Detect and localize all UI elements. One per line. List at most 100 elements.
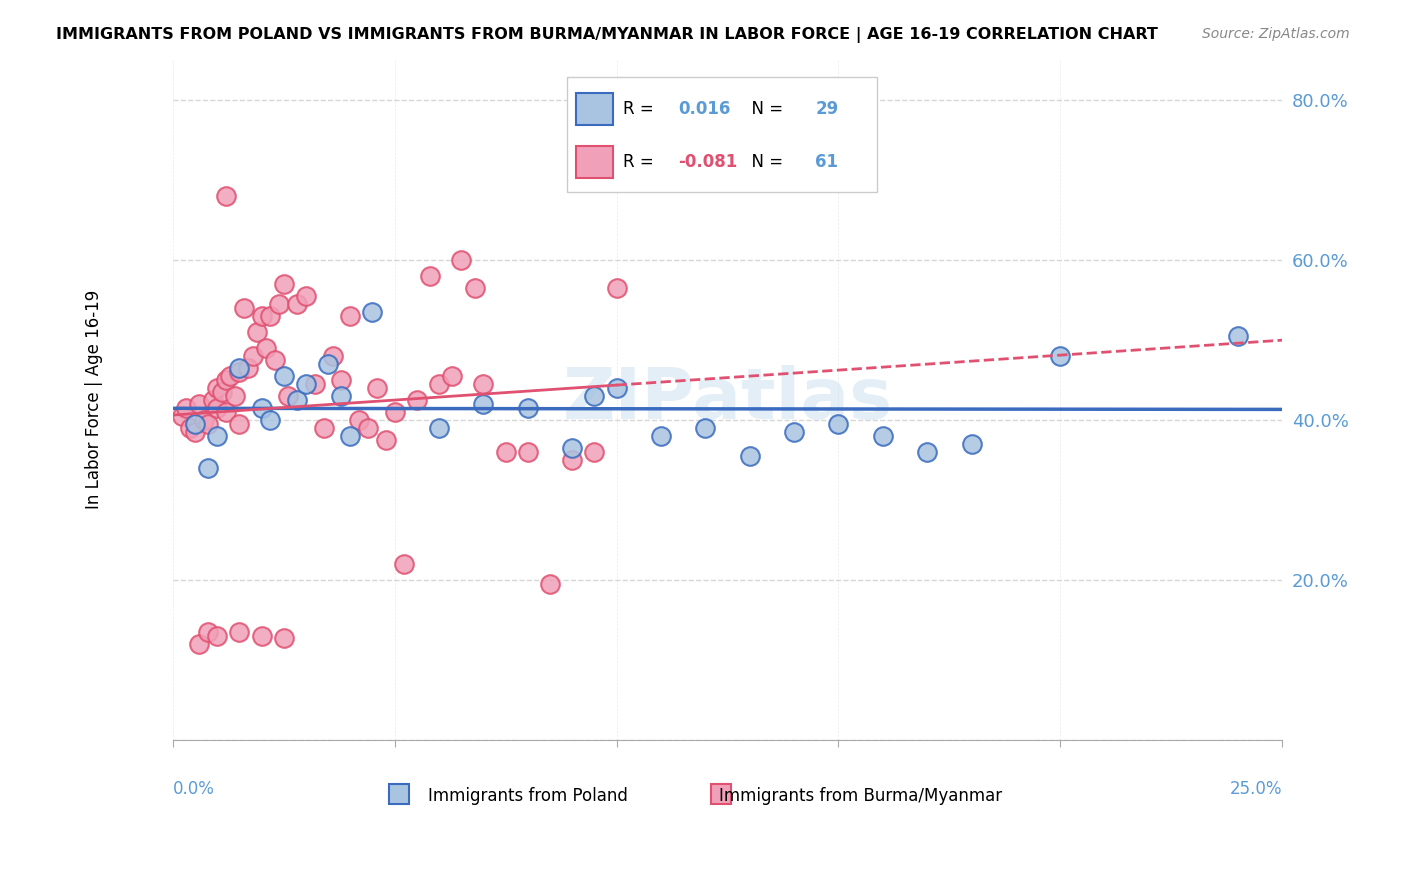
Point <box>695 420 717 434</box>
Text: 25.0%: 25.0% <box>1230 780 1282 798</box>
Point <box>228 417 250 431</box>
Y-axis label: In Labor Force | Age 16-19: In Labor Force | Age 16-19 <box>86 290 103 509</box>
Point <box>561 452 583 467</box>
Point <box>339 428 361 442</box>
Point <box>184 425 207 439</box>
Point <box>228 360 250 375</box>
Point <box>228 365 250 379</box>
Point <box>915 444 938 458</box>
Point <box>170 409 193 423</box>
Point <box>827 417 849 431</box>
Point <box>277 388 299 402</box>
Point <box>312 420 335 434</box>
Point <box>650 428 672 442</box>
Point <box>516 401 538 415</box>
Point <box>538 576 561 591</box>
Point <box>285 392 308 407</box>
FancyBboxPatch shape <box>389 784 409 805</box>
Point <box>427 420 450 434</box>
Point <box>405 392 427 407</box>
Point <box>219 368 242 383</box>
Point <box>273 631 295 645</box>
Point <box>419 268 441 283</box>
Point <box>295 288 318 302</box>
Point <box>246 325 269 339</box>
Point <box>224 388 246 402</box>
Point <box>441 368 464 383</box>
Point <box>495 444 517 458</box>
Point <box>960 436 983 450</box>
Point <box>361 304 384 318</box>
Point <box>339 309 361 323</box>
Point <box>872 428 894 442</box>
Point <box>295 376 318 391</box>
Point <box>606 381 628 395</box>
Point <box>357 420 380 434</box>
Point <box>316 357 339 371</box>
Point <box>304 376 326 391</box>
Point <box>228 624 250 639</box>
Point <box>193 412 215 426</box>
Point <box>259 412 281 426</box>
Point <box>242 349 264 363</box>
Point <box>174 401 197 415</box>
Point <box>366 381 388 395</box>
Point <box>583 444 606 458</box>
Point <box>450 252 472 267</box>
Point <box>184 417 207 431</box>
Point <box>330 373 353 387</box>
Point <box>427 376 450 391</box>
Point <box>273 368 295 383</box>
Point <box>285 296 308 310</box>
Point <box>263 352 285 367</box>
Point <box>273 277 295 291</box>
Text: Immigrants from Poland: Immigrants from Poland <box>427 787 627 805</box>
Point <box>197 417 219 431</box>
Point <box>254 341 277 355</box>
Point <box>232 301 254 315</box>
Text: Source: ZipAtlas.com: Source: ZipAtlas.com <box>1202 27 1350 41</box>
Point <box>250 309 273 323</box>
Point <box>392 557 415 571</box>
Point <box>1226 328 1249 343</box>
Point <box>197 460 219 475</box>
Point <box>561 441 583 455</box>
Point <box>215 404 238 418</box>
Point <box>250 629 273 643</box>
Point <box>188 636 211 650</box>
Point <box>259 309 281 323</box>
FancyBboxPatch shape <box>711 784 731 805</box>
Point <box>215 373 238 387</box>
Point <box>205 401 228 415</box>
Point <box>205 381 228 395</box>
Point <box>330 388 353 402</box>
Point <box>516 444 538 458</box>
Point <box>205 428 228 442</box>
Point <box>384 404 406 418</box>
Point <box>205 629 228 643</box>
Point <box>738 449 761 463</box>
Point <box>197 624 219 639</box>
Point <box>347 412 370 426</box>
Point <box>188 396 211 410</box>
Point <box>463 280 485 294</box>
Text: IMMIGRANTS FROM POLAND VS IMMIGRANTS FROM BURMA/MYANMAR IN LABOR FORCE | AGE 16-: IMMIGRANTS FROM POLAND VS IMMIGRANTS FRO… <box>56 27 1159 43</box>
Point <box>1049 349 1071 363</box>
Point <box>269 296 291 310</box>
Point <box>215 188 238 202</box>
Point <box>472 376 495 391</box>
Text: ZIPatlas: ZIPatlas <box>562 365 893 434</box>
Point <box>250 401 273 415</box>
Point <box>606 280 628 294</box>
Text: 0.0%: 0.0% <box>173 780 215 798</box>
Text: Immigrants from Burma/Myanmar: Immigrants from Burma/Myanmar <box>718 787 1002 805</box>
Point <box>179 420 201 434</box>
Point <box>472 396 495 410</box>
Point <box>374 433 396 447</box>
Point <box>211 384 233 399</box>
Point <box>201 392 224 407</box>
Point <box>238 360 260 375</box>
Point <box>321 349 343 363</box>
Point <box>783 425 806 439</box>
Point <box>583 388 606 402</box>
